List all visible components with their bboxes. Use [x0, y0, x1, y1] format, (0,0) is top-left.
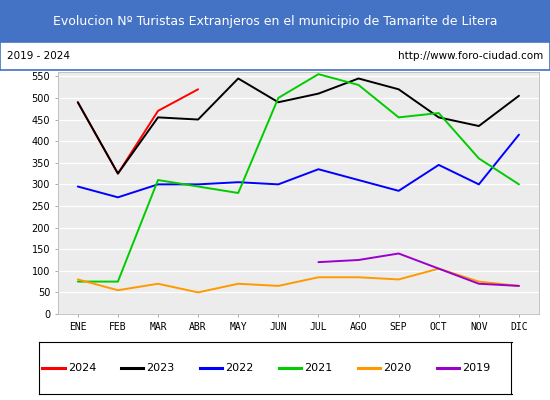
Text: 2024: 2024	[68, 363, 96, 373]
Text: 2023: 2023	[146, 363, 175, 373]
Text: 2022: 2022	[226, 363, 254, 373]
Text: 2019 - 2024: 2019 - 2024	[7, 51, 70, 61]
Text: 2019: 2019	[462, 363, 490, 373]
Text: http://www.foro-ciudad.com: http://www.foro-ciudad.com	[398, 51, 543, 61]
Text: Evolucion Nº Turistas Extranjeros en el municipio de Tamarite de Litera: Evolucion Nº Turistas Extranjeros en el …	[53, 14, 497, 28]
Text: 2020: 2020	[383, 363, 411, 373]
Text: 2021: 2021	[304, 363, 332, 373]
